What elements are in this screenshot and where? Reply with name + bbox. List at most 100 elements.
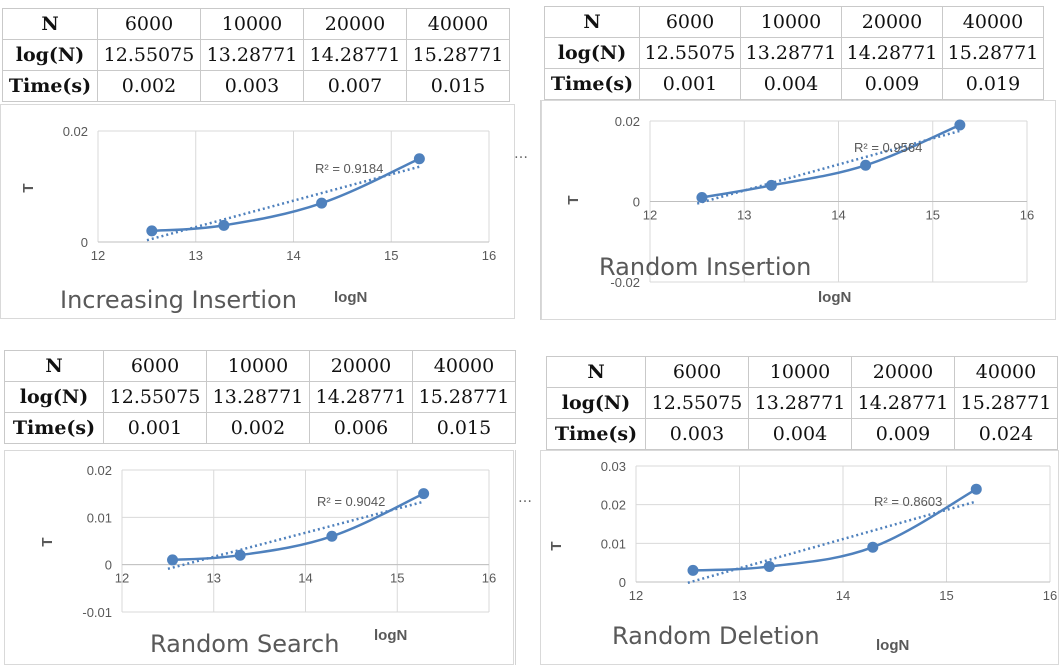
table-cell: 0.003 [645, 418, 749, 450]
table-cell: 0.009 [851, 418, 955, 450]
table-cell: 12.55075 [97, 39, 201, 71]
x-axis-label: logN [374, 627, 407, 644]
table-cell: 40000 [942, 6, 1044, 38]
x-tick-label: 14 [836, 588, 850, 603]
ellipsis-mark: … [518, 490, 532, 506]
data-table-random-insertion: N 6000 10000 20000 40000 log(N) 12.55075… [544, 6, 1044, 100]
r-squared-label: R² = 0.9184 [315, 161, 383, 176]
row-header-n: N [546, 356, 646, 388]
y-tick-label: 0.03 [601, 459, 626, 474]
x-axis-label: logN [818, 289, 851, 306]
table-cell: 0.003 [200, 70, 304, 102]
r-squared-label: R² = 0.8603 [874, 494, 942, 509]
x-tick-label: 15 [926, 208, 940, 223]
table-cell: 14.28771 [841, 37, 943, 69]
table-cell: 6000 [645, 356, 749, 388]
data-point [413, 153, 425, 165]
y-axis-label: T [20, 183, 37, 192]
x-tick-label: 16 [482, 248, 496, 263]
y-tick-label: -0.01 [82, 605, 112, 620]
x-tick-label: 15 [384, 248, 398, 263]
chart-frame [0, 104, 515, 319]
chart-frame [541, 100, 1056, 320]
table-cell: 0.004 [740, 68, 842, 100]
table-cell: 0.004 [748, 418, 852, 450]
table-cell: 15.28771 [406, 39, 510, 71]
table-cell: 0.015 [406, 70, 510, 102]
table-cell: 0.019 [942, 68, 1044, 100]
data-table-random-search: N 6000 10000 20000 40000 log(N) 12.55075… [4, 350, 516, 444]
table-cell: 40000 [412, 350, 516, 382]
x-tick-label: 16 [482, 571, 496, 586]
table-cell: 6000 [103, 350, 207, 382]
chart-title: Random Search [150, 630, 339, 658]
row-header-n: N [2, 8, 98, 40]
y-tick-label: 0 [619, 575, 626, 590]
x-tick-label: 13 [737, 208, 751, 223]
x-tick-label: 16 [1020, 208, 1034, 223]
data-point [418, 488, 430, 500]
x-tick-label: 13 [189, 248, 203, 263]
data-point [765, 179, 777, 191]
chart-random-insertion: -0.02 0 0.02 12 13 14 15 16 R² = 0.9564 logN T Rand… [541, 100, 1056, 320]
table-cell: 14.28771 [851, 387, 955, 419]
row-header-time: Time(s) [544, 68, 640, 100]
y-axis-label: T [548, 541, 565, 550]
table-cell: 15.28771 [412, 381, 516, 413]
row-header-log: log(N) [544, 37, 640, 69]
table-cell: 10000 [200, 8, 304, 40]
y-tick-label: 0.02 [615, 114, 640, 129]
x-tick-label: 13 [207, 571, 221, 586]
y-tick-label: 0.01 [601, 536, 626, 551]
data-point [218, 219, 230, 231]
row-header-log: log(N) [2, 39, 98, 71]
chart-title: Increasing Insertion [60, 286, 297, 314]
chart-random-search: -0.01 0 0.01 0.02 12 13 14 15 16 R² = 0.9042 logN T… [4, 450, 514, 665]
table-cell: 15.28771 [942, 37, 1044, 69]
row-header-log: log(N) [4, 381, 104, 413]
data-point [167, 554, 179, 566]
x-tick-label: 16 [1043, 588, 1057, 603]
series-line [151, 157, 420, 233]
table-cell: 15.28771 [954, 387, 1058, 419]
data-point [867, 541, 879, 553]
table-cell: 13.28771 [200, 39, 304, 71]
table-cell: 13.28771 [748, 387, 852, 419]
series-line [701, 123, 961, 199]
data-point [146, 225, 158, 237]
trendline [146, 165, 420, 242]
table-cell: 10000 [740, 6, 842, 38]
x-axis-label: logN [876, 637, 909, 654]
x-tick-label: 12 [115, 571, 129, 586]
table-cell: 10000 [748, 356, 852, 388]
table-cell: 0.006 [309, 412, 413, 444]
y-tick-label: 0.02 [87, 463, 112, 478]
table-cell: 0.009 [841, 68, 943, 100]
row-header-n: N [544, 6, 640, 38]
chart-random-deletion: 0 0.01 0.02 0.03 12 13 14 15 16 R² = 0.8603 logN T R… [540, 450, 1059, 665]
x-tick-label: 15 [390, 571, 404, 586]
table-cell: 14.28771 [303, 39, 407, 71]
table-cell: 0.001 [103, 412, 207, 444]
table-cell: 20000 [309, 350, 413, 382]
ellipsis-mark: … [514, 146, 528, 162]
data-point [316, 197, 328, 209]
table-cell: 0.024 [954, 418, 1058, 450]
table-cell: 20000 [851, 356, 955, 388]
table-cell: 6000 [97, 8, 201, 40]
data-point [696, 191, 708, 203]
table-cell: 0.002 [206, 412, 310, 444]
chart-increasing-insertion: 0 0.02 12 13 14 15 16 R² = 0.9184 logN T Increasin… [0, 104, 515, 319]
series-line [692, 488, 977, 572]
x-tick-label: 14 [286, 248, 300, 263]
row-header-time: Time(s) [2, 70, 98, 102]
y-tick-label: 0.02 [63, 124, 88, 139]
r-squared-label: R² = 0.9042 [317, 494, 385, 509]
data-table-increasing-insertion: N 6000 10000 20000 40000 log(N) 12.55075… [2, 8, 510, 102]
y-tick-label: 0 [81, 235, 88, 250]
table-cell: 12.55075 [645, 387, 749, 419]
table-cell: 20000 [841, 6, 943, 38]
x-tick-label: 12 [91, 248, 105, 263]
chart-frame [4, 450, 514, 665]
table-cell: 10000 [206, 350, 310, 382]
